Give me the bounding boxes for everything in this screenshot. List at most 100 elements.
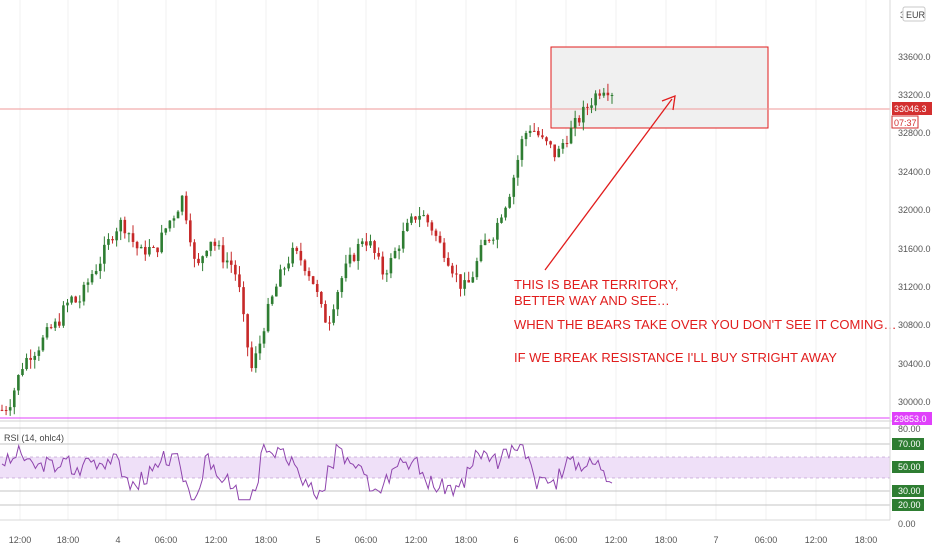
- candle-body: [352, 254, 356, 261]
- time-axis[interactable]: 12:00 18:00 4 06:00 12:00 18:00 5 06:00 12:00 18:…: [0, 519, 890, 545]
- rsi-tag-50: 50.00: [892, 461, 924, 473]
- time-tick: 18:00: [655, 535, 678, 545]
- candle-body: [168, 220, 172, 229]
- candle-body: [135, 241, 139, 249]
- candle-body: [455, 273, 458, 275]
- rsi-line: [1, 442, 613, 501]
- candle-body: [565, 143, 569, 145]
- rsi-tick: 20.00: [898, 500, 921, 510]
- candle-body: [205, 250, 208, 257]
- support-price-value: 29853.0: [894, 414, 927, 424]
- candle-body: [467, 280, 471, 283]
- candle-body: [33, 355, 37, 360]
- rsi-tick: 70.00: [898, 439, 921, 449]
- candle-body: [29, 357, 32, 360]
- rsi-band: [0, 457, 890, 478]
- time-tick: 6: [513, 535, 518, 545]
- candle-body: [78, 301, 82, 303]
- candle-body: [283, 268, 286, 270]
- candle-body: [508, 196, 511, 208]
- candle-body: [17, 375, 20, 391]
- candle-body: [442, 242, 446, 258]
- candle-body: [451, 265, 454, 274]
- candle-body: [381, 256, 385, 275]
- time-tick: 06:00: [555, 535, 578, 545]
- candle-body: [127, 233, 131, 235]
- price-axis[interactable]: 3 33600.0 33200.0 32800.0 32400.0 32000.…: [889, 0, 932, 529]
- candle-body: [131, 233, 135, 242]
- time-tick: 12:00: [805, 535, 828, 545]
- candle-body: [98, 263, 102, 272]
- candle-body: [37, 350, 41, 356]
- candle-body: [184, 195, 188, 221]
- candle-body: [279, 269, 282, 287]
- candle-body: [143, 246, 147, 255]
- candle-body: [545, 137, 548, 142]
- candle-body: [287, 263, 290, 269]
- candle-body: [119, 219, 123, 232]
- candle-body: [164, 228, 168, 233]
- candle-body: [360, 241, 364, 245]
- candle-body: [148, 246, 151, 255]
- candle-body: [496, 222, 499, 240]
- candle-body: [532, 130, 536, 132]
- price-tick: 30400.0: [898, 359, 931, 369]
- candle-body: [225, 260, 229, 263]
- candle-body: [459, 274, 462, 289]
- candle-body: [82, 284, 86, 302]
- candle-body: [414, 216, 417, 220]
- candle-body: [422, 215, 425, 217]
- candle-body: [463, 280, 466, 289]
- countdown-timer: 07:37: [894, 118, 917, 128]
- candle-body: [4, 410, 8, 412]
- price-tick: 33200.0: [898, 90, 931, 100]
- candle-body: [229, 260, 233, 265]
- candle-body: [446, 257, 450, 266]
- candle-body: [479, 245, 483, 262]
- candle-body: [430, 222, 434, 231]
- candle-body: [49, 327, 53, 329]
- candlestick-series: [0, 83, 614, 416]
- candle-body: [365, 241, 368, 246]
- candle-body: [406, 222, 409, 231]
- candle-body: [586, 106, 589, 108]
- candle-body: [471, 277, 475, 283]
- candle-body: [53, 321, 57, 328]
- candle-body: [512, 177, 516, 197]
- candle-body: [291, 247, 294, 264]
- candle-body: [573, 117, 577, 128]
- time-tick: 18:00: [255, 535, 278, 545]
- rsi-indicator-label[interactable]: RSI (14, ohlc4): [4, 433, 64, 443]
- candle-body: [90, 274, 94, 283]
- candle-body: [590, 105, 593, 108]
- candle-body: [41, 337, 45, 351]
- candle-body: [311, 276, 315, 285]
- rsi-pane[interactable]: RSI (14, ohlc4): [0, 427, 890, 506]
- trend-arrow[interactable]: [544, 94, 676, 271]
- candle-body: [401, 230, 405, 249]
- candle-body: [262, 331, 266, 344]
- candle-body: [107, 239, 110, 245]
- currency-badge[interactable]: EUR: [902, 6, 926, 22]
- candle-body: [58, 321, 61, 326]
- candle-body: [520, 139, 524, 160]
- candle-body: [45, 327, 49, 338]
- candle-body: [549, 141, 552, 145]
- price-tick: 32800.0: [898, 128, 931, 138]
- candle-body: [74, 296, 77, 303]
- annotation-text-block[interactable]: THIS IS BEAR TERRITORY, BETTER WAY AND S…: [514, 277, 896, 365]
- time-tick: 18:00: [57, 535, 80, 545]
- time-tick: 12:00: [405, 535, 428, 545]
- candle-body: [242, 287, 245, 315]
- rsi-tag-70: 70.00: [892, 438, 924, 450]
- candle-body: [373, 241, 376, 253]
- candle-body: [500, 217, 503, 223]
- candle-body: [438, 235, 442, 243]
- price-tick: 31600.0: [898, 244, 931, 254]
- candle-body: [606, 92, 610, 96]
- candle-body: [577, 117, 581, 123]
- candle-body: [475, 261, 479, 278]
- candle-body: [209, 241, 213, 251]
- annotation-line-1: THIS IS BEAR TERRITORY,: [514, 277, 678, 292]
